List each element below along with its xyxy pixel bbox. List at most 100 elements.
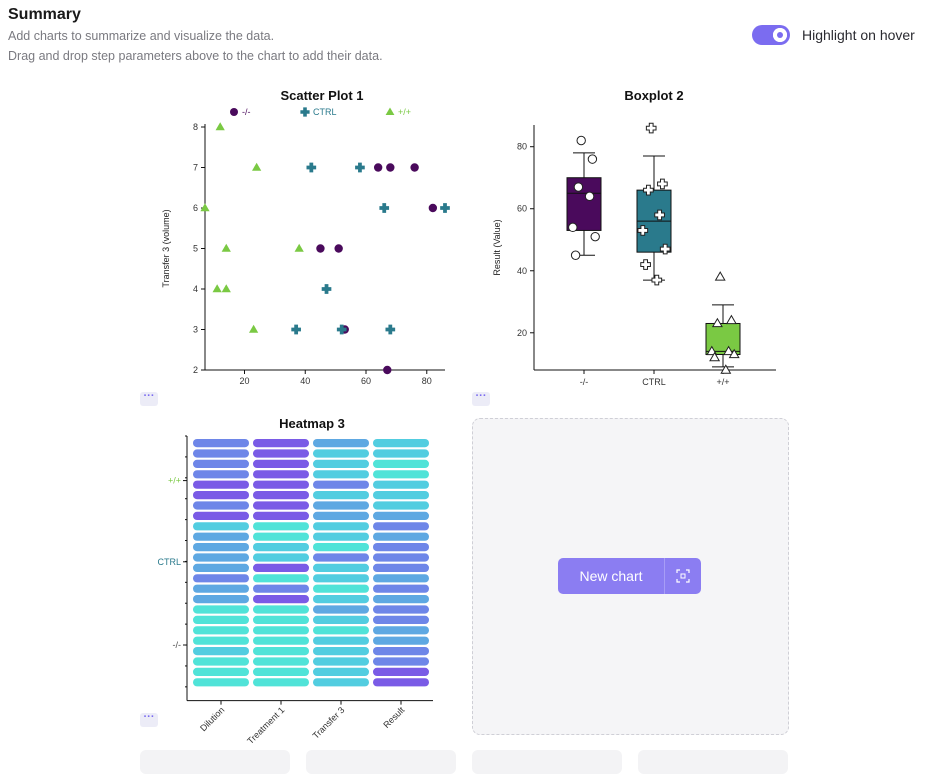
scatter-plot-1[interactable]: Scatter Plot 1234567820406080Result (Val… xyxy=(150,85,450,385)
new-chart-separator xyxy=(664,558,665,594)
heatmap-cell xyxy=(313,563,369,572)
boxplot-x-tick-label: -/- xyxy=(580,377,589,387)
heatmap-cell xyxy=(313,470,369,479)
scatter-point xyxy=(212,284,222,293)
heatmap-cell xyxy=(253,615,309,624)
highlight-toggle-group: Highlight on hover xyxy=(752,25,915,45)
scatter-point xyxy=(200,203,210,212)
boxplot-point xyxy=(651,274,663,286)
boxplot-point xyxy=(568,222,578,233)
heatmap-cell xyxy=(373,459,429,468)
heatmap-cell xyxy=(193,480,249,489)
scatter-x-tick-label: 80 xyxy=(422,376,432,385)
page-title: Summary xyxy=(8,6,81,23)
boxplot-point xyxy=(725,314,737,325)
subtitle-1: Add charts to summarize and visualize th… xyxy=(8,29,275,43)
heatmap-cell xyxy=(253,501,309,510)
boxplot-point xyxy=(728,348,740,359)
scatter-point xyxy=(221,284,231,293)
boxplot-y-tick-label: 60 xyxy=(517,204,527,214)
heatmap-cell xyxy=(373,605,429,614)
heatmap-cell xyxy=(313,543,369,552)
heatmap-cell xyxy=(193,595,249,604)
chart-placeholder-2 xyxy=(306,750,456,774)
heatmap-cell xyxy=(193,491,249,500)
heatmap-cell xyxy=(373,553,429,562)
heatmap-cell xyxy=(313,667,369,676)
heatmap-cell xyxy=(193,605,249,614)
heatmap-cell xyxy=(193,449,249,458)
boxplot-y-axis-label: Result (Value) xyxy=(492,219,502,275)
scatter-x-tick-label: 20 xyxy=(239,376,249,385)
scatter-y-tick-label: 8 xyxy=(193,122,198,132)
scatter-legend-label: +/+ xyxy=(398,107,411,117)
heatmap-cell xyxy=(373,439,429,448)
highlight-toggle[interactable] xyxy=(752,25,790,45)
new-chart-button[interactable]: New chart xyxy=(558,558,701,594)
boxplot-more-button[interactable]: ··· xyxy=(472,391,490,406)
heatmap-cell xyxy=(253,563,309,572)
heatmap-cell xyxy=(193,584,249,593)
heatmap-cell xyxy=(253,574,309,583)
heatmap-more-button[interactable]: ··· xyxy=(140,712,158,727)
heatmap-cell xyxy=(253,667,309,676)
boxplot-point xyxy=(570,250,581,260)
heatmap-cell xyxy=(313,615,369,624)
select-area-icon[interactable] xyxy=(665,569,701,583)
scatter-point xyxy=(334,244,343,253)
heatmap-cell xyxy=(313,636,369,645)
boxplot-2[interactable]: Boxplot 2 20 40 60 80 Result (Value) -/- CTRL +/… xyxy=(480,85,800,395)
scatter-point xyxy=(336,324,347,335)
heatmap-cell xyxy=(193,615,249,624)
scatter-point xyxy=(373,163,383,172)
heatmap-title: Heatmap 3 xyxy=(279,416,345,431)
toggle-knob xyxy=(773,28,787,42)
heatmap-cell xyxy=(313,574,369,583)
chart-placeholder-4 xyxy=(638,750,788,774)
heatmap-column-label: Transfer 3 xyxy=(311,705,347,741)
heatmap-3[interactable]: Heatmap 3 +/+ CTRL -/- Dilution Treatment 1 Tr… xyxy=(150,413,450,753)
heatmap-cell xyxy=(253,439,309,448)
boxplot-point xyxy=(590,231,600,242)
boxplot-point xyxy=(659,243,671,255)
heatmap-cell xyxy=(373,657,429,666)
scatter-point xyxy=(316,244,325,253)
boxplot-y-tick-label: 40 xyxy=(517,266,527,276)
heatmap-cell xyxy=(193,532,249,541)
boxplot-point xyxy=(573,182,584,192)
scatter-legend-marker xyxy=(385,107,395,116)
heatmap-cell xyxy=(313,501,369,510)
scatter-y-tick-label: 5 xyxy=(193,244,198,254)
heatmap-cell xyxy=(193,543,249,552)
heatmap-cell xyxy=(253,605,309,614)
heatmap-cell xyxy=(373,678,429,687)
heatmap-cell xyxy=(313,553,369,562)
scatter-point xyxy=(248,324,259,333)
heatmap-cell xyxy=(313,647,369,656)
heatmap-cell xyxy=(373,543,429,552)
heatmap-cell xyxy=(193,439,249,448)
heatmap-cell xyxy=(313,595,369,604)
boxplot-point xyxy=(720,364,732,374)
scatter-point xyxy=(294,243,304,252)
boxplot-point xyxy=(706,345,718,356)
new-chart-label: New chart xyxy=(579,568,643,584)
heatmap-cell xyxy=(313,459,369,468)
scatter-point xyxy=(221,243,231,252)
highlight-toggle-label: Highlight on hover xyxy=(802,27,915,43)
scatter-legend-marker xyxy=(230,108,238,116)
heatmap-cell xyxy=(373,615,429,624)
heatmap-cell xyxy=(253,480,309,489)
scatter-point xyxy=(252,162,262,171)
heatmap-cell xyxy=(373,667,429,676)
heatmap-cell xyxy=(373,636,429,645)
scatter-more-button[interactable]: ··· xyxy=(140,391,158,406)
boxplot-y-tick-label: 20 xyxy=(517,328,527,338)
heatmap-cell xyxy=(373,491,429,500)
heatmap-cell xyxy=(193,553,249,562)
heatmap-row-group-label: -/- xyxy=(173,640,182,650)
boxplot-x-tick-label: +/+ xyxy=(716,377,729,387)
scatter-point xyxy=(410,163,419,172)
scatter-point xyxy=(306,162,317,173)
scatter-point xyxy=(428,203,438,213)
